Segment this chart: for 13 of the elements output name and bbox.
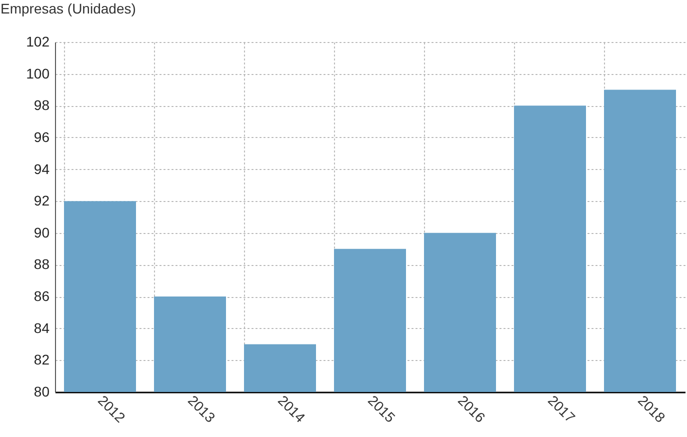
y-tick-label: 88 bbox=[34, 256, 50, 272]
y-tick-label: 92 bbox=[34, 192, 50, 209]
y-tick-label: 84 bbox=[34, 320, 50, 336]
y-tick-label: 96 bbox=[34, 128, 50, 145]
y-tick-label: 98 bbox=[34, 97, 50, 114]
y-tick-label: 86 bbox=[34, 288, 50, 304]
y-tick-label: 100 bbox=[26, 65, 50, 82]
y-tick-label: 90 bbox=[34, 224, 50, 240]
y-tick-label: 80 bbox=[34, 384, 50, 400]
y-tick-label: 94 bbox=[34, 160, 50, 177]
y-tick-label: 82 bbox=[34, 352, 50, 368]
y-tick-label: 102 bbox=[26, 34, 50, 50]
y-axis-title: Empresas (Unidades) bbox=[0, 0, 136, 16]
